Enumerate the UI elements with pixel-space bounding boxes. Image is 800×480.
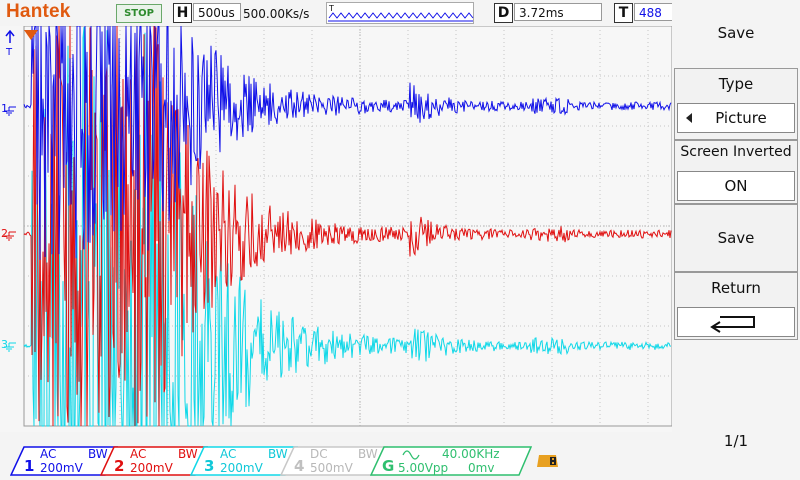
return-arrow-icon [710, 316, 755, 333]
ch3-coupling: AC [220, 447, 237, 461]
ch3-number: 3 [204, 457, 215, 475]
save-button-label: Save [717, 229, 755, 247]
ch2-bw: BW [178, 447, 198, 461]
type-value-field[interactable]: Picture [677, 103, 795, 133]
ch2-ground-marker[interactable]: 2 [1, 227, 17, 243]
generator-offset: 0mv [468, 461, 495, 475]
menu-page-indicator: 1/1 [723, 432, 749, 450]
ch1-number: 1 [24, 457, 35, 475]
horizontal-tag: H [173, 3, 192, 23]
trigger-level-label: T [6, 47, 13, 58]
return-menu-item[interactable]: Return [674, 272, 798, 340]
memory-waveform-icon: T [328, 4, 474, 22]
generator-frequency: 40.00KHz [442, 447, 500, 461]
ch1-scale: 200mV [40, 461, 83, 475]
ch4-bw: BW [358, 447, 378, 461]
menu-title: Save [717, 24, 755, 42]
ch3-marker-label: 3 [1, 338, 8, 351]
timebase-value[interactable]: 500us [193, 3, 241, 21]
waveform-display[interactable] [0, 25, 673, 432]
usb-storage-icon [536, 453, 560, 469]
ch4-coupling: DC [310, 447, 328, 461]
ch3-status[interactable]: 3 AC BW 200mV [190, 446, 298, 476]
screen-inverted-label: Screen Inverted [680, 144, 792, 160]
generator-tag: G [382, 457, 395, 475]
ch4-scale: 500mV [310, 461, 353, 475]
waveform-canvas [23, 25, 673, 427]
brand-logo: Hantek [6, 1, 71, 22]
return-label: Return [711, 279, 761, 297]
screen-inverted-value[interactable]: ON [677, 171, 795, 201]
ch1-ground-marker[interactable]: 1 [1, 102, 17, 118]
ch3-bw: BW [268, 447, 288, 461]
sine-icon [402, 450, 420, 460]
svg-text:T: T [328, 4, 334, 13]
type-menu-item[interactable]: Type Picture [674, 68, 798, 140]
ch2-status[interactable]: 2 AC BW 200mV [100, 446, 208, 476]
delay-value[interactable]: 3.72ms [514, 3, 602, 21]
sample-rate: 500.00Ks/s [243, 7, 310, 21]
run-state-badge[interactable]: STOP [116, 4, 162, 23]
generator-status[interactable]: G 40.00KHz 5.00Vpp 0mv [370, 446, 532, 476]
trigger-value[interactable]: 488 [634, 3, 672, 21]
ch2-trace [23, 25, 672, 427]
ch3-ground-marker[interactable]: 3 [1, 338, 17, 354]
generator-amplitude: 5.00Vpp [398, 461, 449, 475]
ch4-number: 4 [294, 457, 305, 475]
ch3-scale: 200mV [220, 461, 263, 475]
ch2-number: 2 [114, 457, 125, 475]
trigger-arrow-icon: T [3, 29, 17, 60]
ch3-trace [23, 26, 672, 427]
ch1-marker-label: 1 [1, 102, 8, 115]
screen-inverted-menu-item[interactable]: Screen Inverted ON [674, 140, 798, 204]
left-triangle-icon [686, 113, 692, 123]
trigger-tag: T [614, 3, 633, 23]
ch1-bw: BW [88, 447, 108, 461]
trigger-position-indicator[interactable]: T [326, 2, 474, 24]
ch1-trace [23, 25, 672, 260]
side-menu: Save Type Picture Screen Inverted ON Sav… [672, 0, 800, 480]
top-status-bar: Hantek STOP H 500us 500.00Ks/s T D 3.72m… [0, 0, 672, 26]
type-value: Picture [715, 109, 767, 127]
ch2-marker-label: 2 [1, 227, 8, 240]
delay-tag: D [494, 3, 513, 23]
type-label: Type [718, 75, 754, 93]
ch4-status[interactable]: 4 DC BW 500mV [280, 446, 388, 476]
ch1-status[interactable]: 1 AC BW 200mV [10, 446, 118, 476]
save-menu-button[interactable]: Save [674, 204, 798, 272]
return-button[interactable] [677, 307, 795, 337]
ch2-coupling: AC [130, 447, 147, 461]
ch2-scale: 200mV [130, 461, 173, 475]
ch1-coupling: AC [40, 447, 57, 461]
trigger-time-marker-icon[interactable] [24, 30, 38, 40]
